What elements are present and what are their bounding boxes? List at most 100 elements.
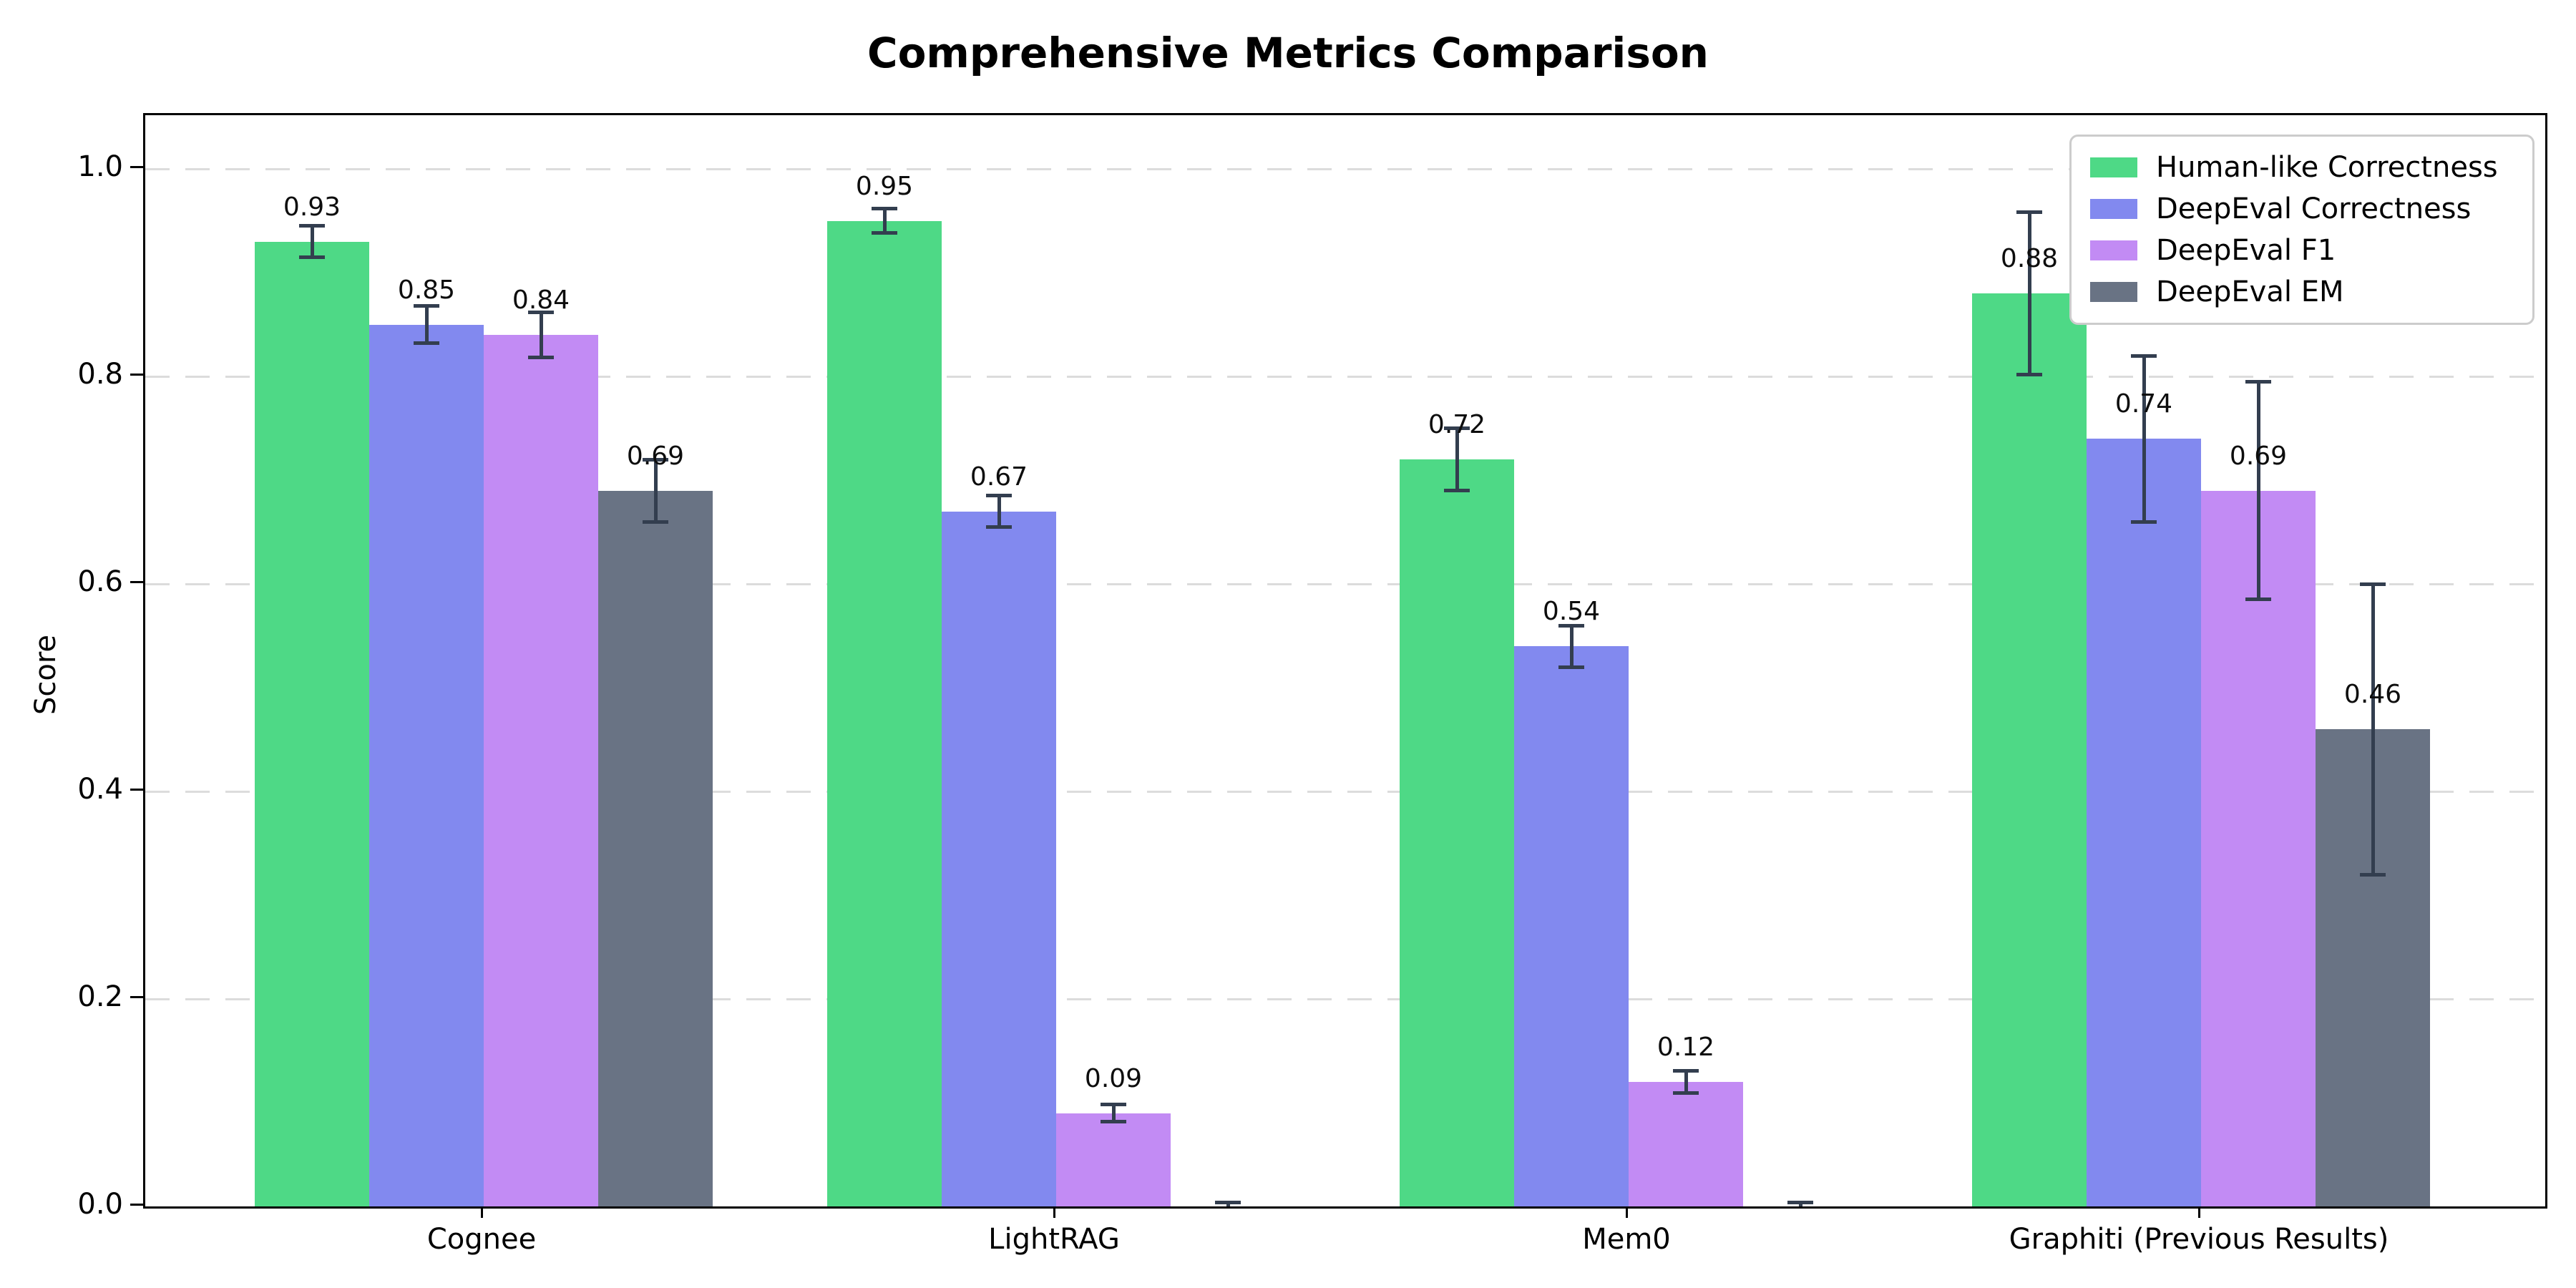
bar-deepeval-correctness-graphiti-previous-results- [2087,439,2201,1206]
legend-swatch [2090,199,2137,219]
bar-deepeval-f1-mem0 [1629,1082,1743,1206]
bar-value-label: 0.93 [283,192,341,222]
error-bar [653,459,658,522]
legend-item-human-like-correctness: Human-like Correctness [2090,147,2514,188]
error-bar-cap-bottom [2016,372,2042,376]
bar-human-like-correctness-mem0 [1400,459,1514,1206]
error-bar [1569,625,1574,667]
bar-value-label: 0.74 [2114,389,2173,419]
gridline-y-1.0 [145,167,2545,170]
error-bar-cap-top [528,310,554,314]
error-bar-cap-top [2131,353,2157,358]
x-tick-mark [1053,1206,1055,1218]
error-bar [2371,584,2375,874]
bar-value-label: 0.72 [1428,410,1486,439]
legend-label: DeepEval Correctness [2156,192,2472,225]
bar-deepeval-correctness-cognee [369,324,484,1206]
error-bar-cap-bottom [528,356,554,360]
legend-swatch [2090,157,2137,177]
error-bar [1798,1202,1802,1206]
y-axis-tick-label: 0.6 [77,565,123,598]
y-axis-tick-label: 1.0 [77,150,123,183]
error-bar-cap-top [1558,623,1584,628]
error-bar-cap-bottom [643,519,668,524]
error-bar [1455,428,1459,491]
bar-human-like-correctness-cognee [255,241,369,1206]
y-axis-label: Score [29,634,62,716]
y-axis-tick-label: 0.8 [77,358,123,391]
x-axis-tick-label-cognee: Cognee [426,1223,537,1256]
error-bar [539,312,543,358]
gridline-y-0.6 [145,582,2545,585]
gridline-y-0.2 [145,997,2545,1000]
error-bar [2027,212,2031,375]
bar-value-label: 0.54 [1542,597,1601,626]
x-axis-tick-label-mem0: Mem0 [1582,1223,1671,1256]
error-bar [424,306,429,343]
error-bar [1684,1070,1688,1093]
bar-deepeval-correctness-mem0 [1514,646,1629,1206]
bar-human-like-correctness-lightrag [827,220,942,1206]
bar-value-label: 0.69 [626,441,685,471]
error-bar-cap-top [2245,379,2271,384]
bar-value-label: 0.95 [855,171,914,201]
bar-value-label: 0.12 [1657,1033,1715,1062]
error-bar [1111,1104,1116,1122]
x-axis-tick-label-graphiti-previous-results-: Graphiti (Previous Results) [2009,1223,2389,1256]
error-bar-cap-top [1215,1200,1241,1204]
bar-deepeval-em-cognee [598,490,713,1206]
error-bar-cap-bottom [1101,1119,1126,1123]
error-bar-cap-bottom [414,341,439,346]
bar-deepeval-f1-lightrag [1056,1113,1171,1206]
error-bar [2142,356,2146,522]
y-axis-tick-label: 0.0 [77,1188,123,1221]
error-bar-cap-top [1673,1068,1699,1073]
legend-swatch [2090,240,2137,260]
bar-value-label: 0.67 [970,462,1028,492]
y-tick-mark-0.6 [130,580,143,583]
error-bar-cap-top [2016,210,2042,215]
error-bar-cap-bottom [299,255,325,259]
bar-deepeval-f1-cognee [484,335,598,1206]
error-bar-cap-bottom [1558,665,1584,669]
error-bar-cap-bottom [1673,1091,1699,1096]
error-bar-cap-top [1444,426,1470,430]
y-tick-mark-1.0 [130,165,143,168]
error-bar-cap-bottom [2131,519,2157,524]
error-bar [882,208,887,233]
y-tick-mark-0.8 [130,373,143,376]
bar-value-label: 0.69 [2229,441,2288,471]
y-tick-mark-0.4 [130,788,143,791]
error-bar-cap-top [986,494,1012,498]
error-bar-cap-bottom [2360,872,2386,877]
error-bar-cap-top [1101,1103,1126,1107]
x-tick-mark [2197,1206,2200,1218]
legend-label: DeepEval F1 [2156,234,2336,267]
error-bar [997,495,1001,527]
x-axis-tick-label-lightrag: LightRAG [988,1223,1120,1256]
legend-item-deepeval-em: DeepEval EM [2090,271,2514,313]
legend-label: Human-like Correctness [2156,151,2498,184]
error-bar [1226,1202,1230,1206]
error-bar [310,225,314,258]
x-tick-mark [1625,1206,1628,1218]
bar-value-label: 0.85 [397,275,456,305]
chart-title: Comprehensive Metrics Comparison [867,29,1709,77]
legend-item-deepeval-correctness: DeepEval Correctness [2090,188,2514,230]
gridline-y-0.4 [145,790,2545,793]
error-bar-cap-top [414,303,439,308]
y-tick-mark-0.2 [130,995,143,998]
bar-deepeval-f1-graphiti-previous-results- [2201,490,2316,1206]
bar-value-label: 0.09 [1084,1063,1143,1093]
error-bar-cap-bottom [1444,489,1470,492]
bar-value-label: 0.84 [512,286,570,315]
y-axis-tick-label: 0.2 [77,980,123,1013]
gridline-y-0.8 [145,375,2545,378]
legend-label: DeepEval EM [2156,275,2344,308]
error-bar [2256,381,2260,600]
error-bar-cap-bottom [872,231,897,235]
bar-human-like-correctness-graphiti-previous-results- [1972,293,2087,1206]
error-bar-cap-bottom [986,525,1012,529]
y-axis-tick-label: 0.4 [77,773,123,806]
legend-item-deepeval-f1: DeepEval F1 [2090,230,2514,271]
